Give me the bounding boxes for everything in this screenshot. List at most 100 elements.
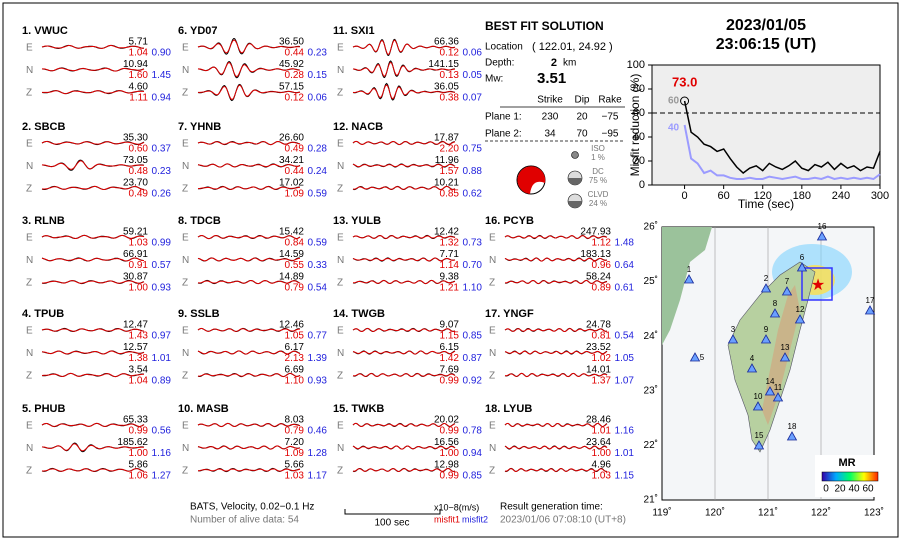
amplitude: 59.21 [123, 227, 148, 238]
misfit2: 0.06 [463, 48, 483, 59]
component-label: E [26, 43, 33, 54]
amplitude: 36.50 [279, 37, 304, 48]
misfit2: 0.87 [463, 353, 483, 364]
component-label: E [26, 421, 33, 432]
component-label: Z [26, 88, 32, 99]
station-title: 18. LYUB [485, 403, 532, 415]
misfit1: 1.04 [129, 48, 149, 59]
waveform-synthetic [504, 445, 608, 450]
misfit2: 0.06 [308, 93, 328, 104]
misfit1: 0.85 [440, 189, 460, 200]
misfit2: 1.01 [152, 353, 172, 364]
misfit1: 1.12 [592, 238, 612, 249]
misfit1: 1.05 [285, 331, 305, 342]
misfit1: 1.32 [440, 238, 460, 249]
waveform-synthetic [504, 422, 608, 428]
misfit1: 1.00 [440, 448, 460, 459]
lon-label: 123˚ [864, 507, 884, 519]
misfit2: 0.37 [152, 144, 172, 155]
misfit1: 1.14 [440, 260, 460, 271]
misfit2: 1.45 [152, 70, 172, 81]
station-marker [753, 440, 765, 450]
misfit2: 0.59 [308, 238, 328, 249]
station-marker [781, 286, 793, 296]
station-title: 15. TWKB [333, 403, 384, 415]
footer-source: BATS, Velocity, 0.02−0.1 Hz [190, 502, 314, 513]
amplitude: 36.05 [434, 82, 459, 93]
component-label: N [26, 443, 33, 454]
station-number: 18 [788, 422, 797, 431]
waveform-synthetic [42, 350, 145, 355]
waveform-synthetic [41, 141, 145, 145]
epicenter-box [801, 267, 833, 301]
waveform-synthetic [352, 140, 456, 146]
waveform-synthetic [197, 62, 301, 78]
misfit1: 1.11 [129, 93, 148, 104]
misfit2: 0.77 [308, 331, 328, 342]
misfit1: 0.49 [129, 189, 149, 200]
component-label: Z [337, 371, 343, 382]
waveform-synthetic [197, 39, 300, 54]
misfit1: 1.04 [129, 376, 149, 387]
amplitude: 16.56 [434, 437, 459, 448]
component-label: E [26, 139, 33, 150]
component-label: N [26, 161, 33, 172]
waveform-synthetic [41, 422, 145, 428]
x-tick-label: 60 [718, 190, 730, 202]
station-number: 1 [687, 265, 692, 274]
waveform-synthetic [504, 257, 608, 262]
misfit2: 0.61 [615, 283, 635, 294]
amplitude: 45.92 [279, 59, 304, 70]
misfit2: 0.85 [463, 471, 483, 482]
amplitude: 6.15 [440, 342, 460, 353]
amplitude: 12.57 [123, 342, 148, 353]
generated-time: 2023/01/06 07:08:10 (UT+8) [500, 515, 626, 526]
misfit1: 1.10 [285, 376, 305, 387]
waveform-synthetic [197, 422, 301, 428]
misfit1: 0.13 [440, 70, 460, 81]
generated-label: Result generation time: [500, 502, 603, 513]
waveform-synthetic [41, 185, 144, 190]
component-label: E [337, 233, 344, 244]
misfit2: 0.99 [152, 238, 172, 249]
component-label: E [182, 233, 189, 244]
misfit1: 1.57 [440, 166, 460, 177]
waveform-synthetic [197, 141, 301, 146]
amplitude: 247.93 [580, 227, 611, 238]
beachball-fill [517, 166, 546, 194]
colorbar [821, 471, 879, 482]
misfit2: 0.90 [152, 48, 172, 59]
waveform-synthetic [197, 279, 301, 285]
misfit1: 0.60 [129, 144, 149, 155]
colorbar-title: MR [838, 457, 855, 469]
component-label: N [489, 348, 496, 359]
waveform-synthetic [504, 372, 608, 378]
misfit1: 0.44 [285, 48, 305, 59]
misfit2: 0.57 [152, 260, 172, 271]
waveform-synthetic [197, 257, 300, 262]
waveform-synthetic [504, 328, 608, 332]
amplitude: 6.17 [285, 342, 305, 353]
misfit2: 1.16 [152, 448, 172, 459]
amplitude: 23.64 [586, 437, 611, 448]
component-label: N [337, 348, 344, 359]
legend-misfit2: misfit2 [462, 514, 488, 524]
component-label: Z [182, 371, 188, 382]
amplitude: 6.69 [285, 365, 305, 376]
component-label: N [337, 161, 344, 172]
station-title: 8. TDCB [178, 215, 221, 227]
y-tick-label: 0 [639, 179, 645, 191]
misfit1: 0.84 [285, 238, 305, 249]
misfit1: 1.15 [440, 331, 460, 342]
misfit2: 0.54 [615, 331, 635, 342]
station-marker [727, 334, 739, 344]
misfit2: 1.39 [308, 353, 328, 364]
misfit2: 1.01 [615, 448, 635, 459]
x-tick-label: 240 [832, 190, 850, 202]
station-number: 17 [866, 296, 875, 305]
amplitude: 5.66 [285, 460, 305, 471]
misfit2: 0.94 [463, 448, 483, 459]
station-number: 13 [781, 343, 790, 352]
station-number: 16 [818, 222, 827, 231]
waveform-synthetic [197, 327, 300, 332]
